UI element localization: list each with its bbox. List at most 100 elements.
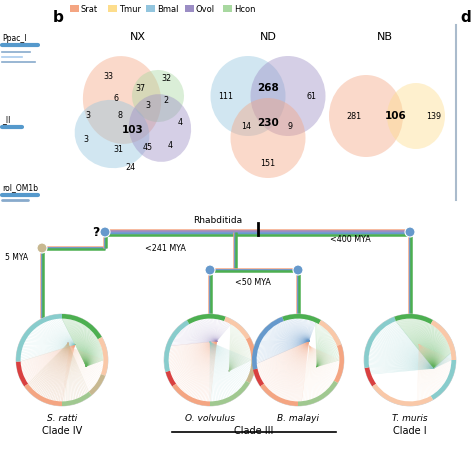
Ellipse shape bbox=[132, 70, 184, 122]
Text: 14: 14 bbox=[241, 121, 251, 130]
Wedge shape bbox=[260, 384, 298, 406]
Wedge shape bbox=[298, 381, 338, 406]
Text: 9: 9 bbox=[287, 121, 292, 130]
Wedge shape bbox=[365, 367, 376, 386]
FancyBboxPatch shape bbox=[184, 5, 193, 12]
Wedge shape bbox=[246, 360, 256, 383]
Circle shape bbox=[252, 314, 344, 406]
Text: 61: 61 bbox=[307, 91, 317, 100]
Text: 4: 4 bbox=[167, 142, 173, 151]
Circle shape bbox=[100, 227, 110, 237]
Wedge shape bbox=[334, 360, 344, 383]
Text: Clade I: Clade I bbox=[393, 426, 427, 436]
Text: 230: 230 bbox=[257, 118, 279, 128]
Wedge shape bbox=[187, 314, 226, 324]
Text: ND: ND bbox=[260, 32, 276, 42]
Ellipse shape bbox=[387, 83, 445, 149]
Ellipse shape bbox=[329, 75, 403, 157]
Text: Tmur: Tmur bbox=[119, 4, 141, 13]
Text: O. volvulus: O. volvulus bbox=[185, 414, 235, 423]
Text: ?: ? bbox=[92, 226, 100, 238]
Wedge shape bbox=[394, 314, 433, 324]
Text: <241 MYA: <241 MYA bbox=[145, 244, 185, 253]
Text: 3: 3 bbox=[83, 136, 89, 145]
Wedge shape bbox=[173, 384, 210, 406]
Wedge shape bbox=[62, 392, 91, 406]
Wedge shape bbox=[164, 320, 189, 372]
Ellipse shape bbox=[210, 56, 285, 136]
Text: b: b bbox=[53, 10, 64, 25]
Wedge shape bbox=[24, 384, 62, 406]
Text: 3: 3 bbox=[146, 100, 151, 109]
Wedge shape bbox=[431, 320, 456, 360]
Text: 6: 6 bbox=[113, 93, 118, 102]
Text: 151: 151 bbox=[260, 159, 275, 168]
Text: Bmal: Bmal bbox=[157, 4, 179, 13]
Wedge shape bbox=[98, 337, 108, 360]
Text: Clade IV: Clade IV bbox=[42, 426, 82, 436]
Text: Hcon: Hcon bbox=[234, 4, 255, 13]
FancyBboxPatch shape bbox=[70, 5, 79, 12]
Text: _II: _II bbox=[2, 116, 10, 125]
Text: 32: 32 bbox=[161, 73, 171, 82]
Wedge shape bbox=[253, 369, 264, 386]
Text: 37: 37 bbox=[135, 83, 145, 92]
Text: Ovol: Ovol bbox=[196, 4, 215, 13]
Ellipse shape bbox=[83, 56, 161, 144]
Text: d: d bbox=[460, 10, 471, 25]
Wedge shape bbox=[210, 381, 250, 406]
FancyBboxPatch shape bbox=[146, 5, 155, 12]
Text: 3: 3 bbox=[85, 110, 91, 119]
Text: B. malayi: B. malayi bbox=[277, 414, 319, 423]
Text: 268: 268 bbox=[257, 83, 279, 93]
Wedge shape bbox=[337, 344, 344, 360]
Ellipse shape bbox=[250, 56, 326, 136]
Circle shape bbox=[293, 265, 303, 275]
Circle shape bbox=[37, 243, 47, 253]
Text: 281: 281 bbox=[346, 111, 362, 120]
Circle shape bbox=[164, 314, 256, 406]
Text: rol_OM1b: rol_OM1b bbox=[2, 183, 38, 192]
Wedge shape bbox=[16, 362, 28, 386]
Text: 106: 106 bbox=[385, 111, 407, 121]
Text: S. ratti: S. ratti bbox=[47, 414, 77, 423]
Wedge shape bbox=[364, 317, 396, 368]
Wedge shape bbox=[101, 360, 108, 376]
Text: 4: 4 bbox=[177, 118, 182, 127]
Text: 2: 2 bbox=[164, 95, 169, 104]
FancyBboxPatch shape bbox=[223, 5, 232, 12]
Circle shape bbox=[205, 265, 215, 275]
Wedge shape bbox=[252, 317, 284, 370]
Wedge shape bbox=[319, 320, 341, 346]
Text: T. muris: T. muris bbox=[392, 414, 428, 423]
Text: <400 MYA: <400 MYA bbox=[330, 235, 371, 244]
Circle shape bbox=[16, 314, 108, 406]
Wedge shape bbox=[431, 360, 456, 400]
Wedge shape bbox=[246, 337, 256, 360]
Wedge shape bbox=[372, 384, 433, 406]
Text: 139: 139 bbox=[427, 111, 442, 120]
Text: 45: 45 bbox=[143, 144, 153, 153]
Text: Rhabditida: Rhabditida bbox=[193, 216, 243, 225]
Text: 8: 8 bbox=[118, 110, 122, 119]
Circle shape bbox=[364, 314, 456, 406]
Wedge shape bbox=[89, 374, 105, 395]
Text: 5 MYA: 5 MYA bbox=[5, 254, 28, 263]
Wedge shape bbox=[165, 371, 176, 386]
Text: <50 MYA: <50 MYA bbox=[235, 278, 271, 287]
Text: 33: 33 bbox=[103, 72, 113, 81]
Text: 24: 24 bbox=[125, 164, 135, 173]
Ellipse shape bbox=[74, 100, 149, 168]
Text: Clade III: Clade III bbox=[234, 426, 273, 436]
Text: Srat: Srat bbox=[81, 4, 98, 13]
Text: NX: NX bbox=[130, 32, 146, 42]
Text: 111: 111 bbox=[219, 91, 234, 100]
Wedge shape bbox=[224, 317, 250, 339]
Ellipse shape bbox=[230, 98, 306, 178]
Text: 103: 103 bbox=[122, 125, 144, 135]
Wedge shape bbox=[16, 314, 62, 362]
Wedge shape bbox=[62, 314, 102, 339]
Text: NB: NB bbox=[377, 32, 393, 42]
Text: Ppac_I: Ppac_I bbox=[2, 34, 27, 43]
FancyBboxPatch shape bbox=[108, 5, 117, 12]
